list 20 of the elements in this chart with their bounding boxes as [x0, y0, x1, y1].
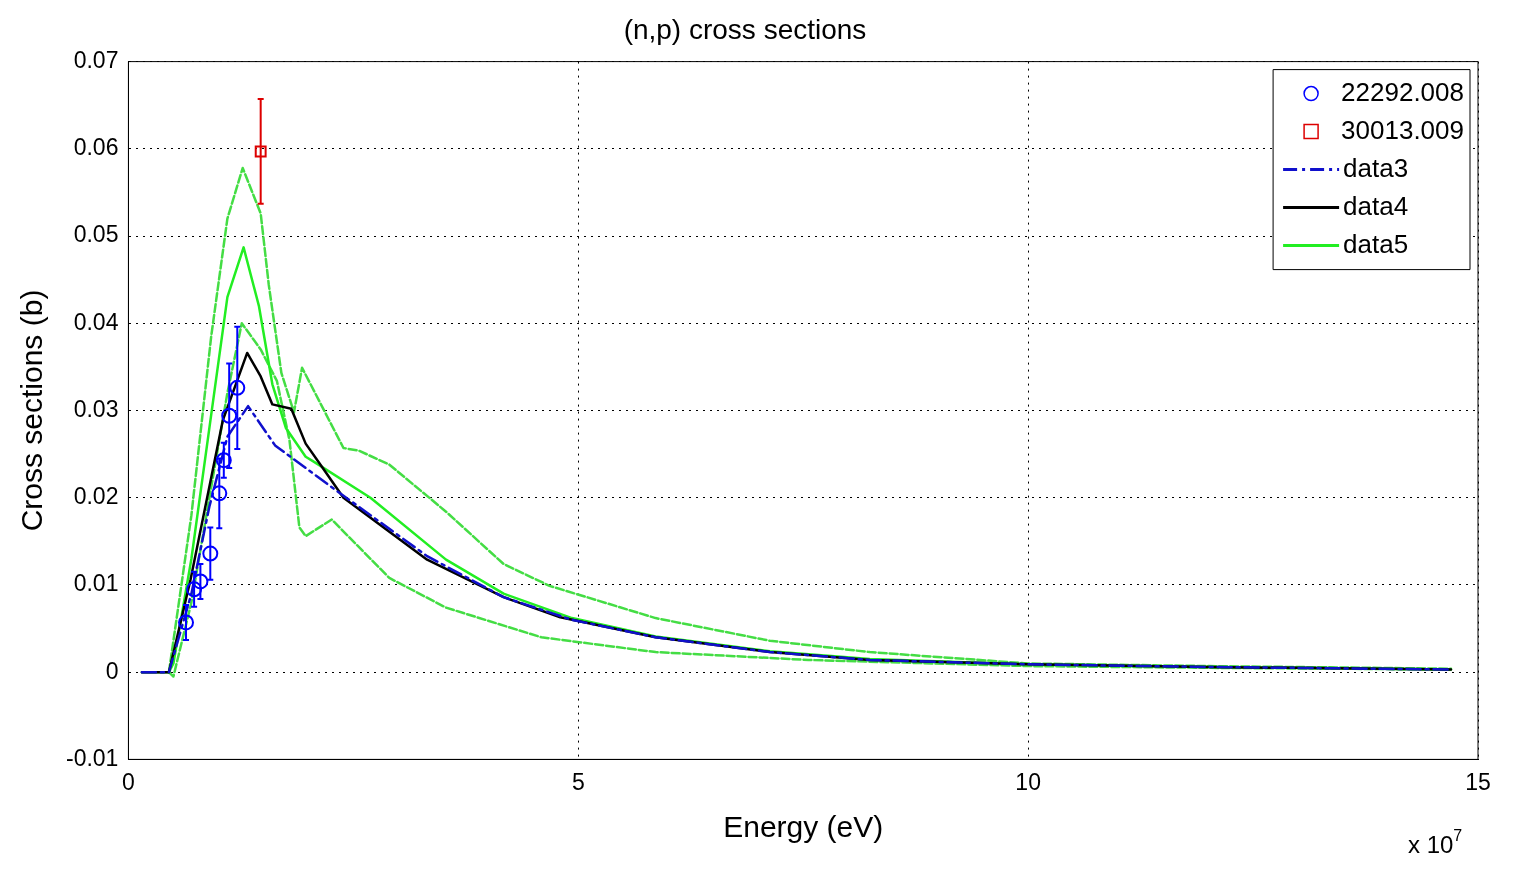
y-tick-label: 0: [105, 657, 119, 684]
legend-label: 30013.009: [1341, 114, 1464, 145]
x-tick-label: 10: [1015, 768, 1041, 795]
y-tick-label: 0.07: [73, 46, 119, 73]
legend-label: data5: [1343, 228, 1409, 259]
chart-title: (n,p) cross sections: [623, 13, 867, 45]
y-tick-label: 0.02: [73, 483, 119, 510]
y-tick-label: 0.03: [73, 395, 119, 422]
x-axis-title: Energy (eV): [723, 810, 884, 844]
legend-label: data4: [1343, 190, 1409, 221]
y-tick-label: 0.01: [73, 570, 119, 597]
legend-label: 22292.008: [1341, 76, 1464, 107]
x-tick-label: 15: [1465, 768, 1491, 795]
y-tick-label: -0.01: [65, 744, 119, 771]
y-tick-label: 0.05: [73, 221, 119, 248]
y-tick-label: 0.06: [73, 134, 119, 161]
y-axis-title: Cross sections (b): [15, 289, 49, 532]
legend-label: data3: [1343, 152, 1409, 183]
y-tick-label: 0.04: [73, 308, 119, 335]
x-tick-label: 5: [571, 768, 585, 795]
